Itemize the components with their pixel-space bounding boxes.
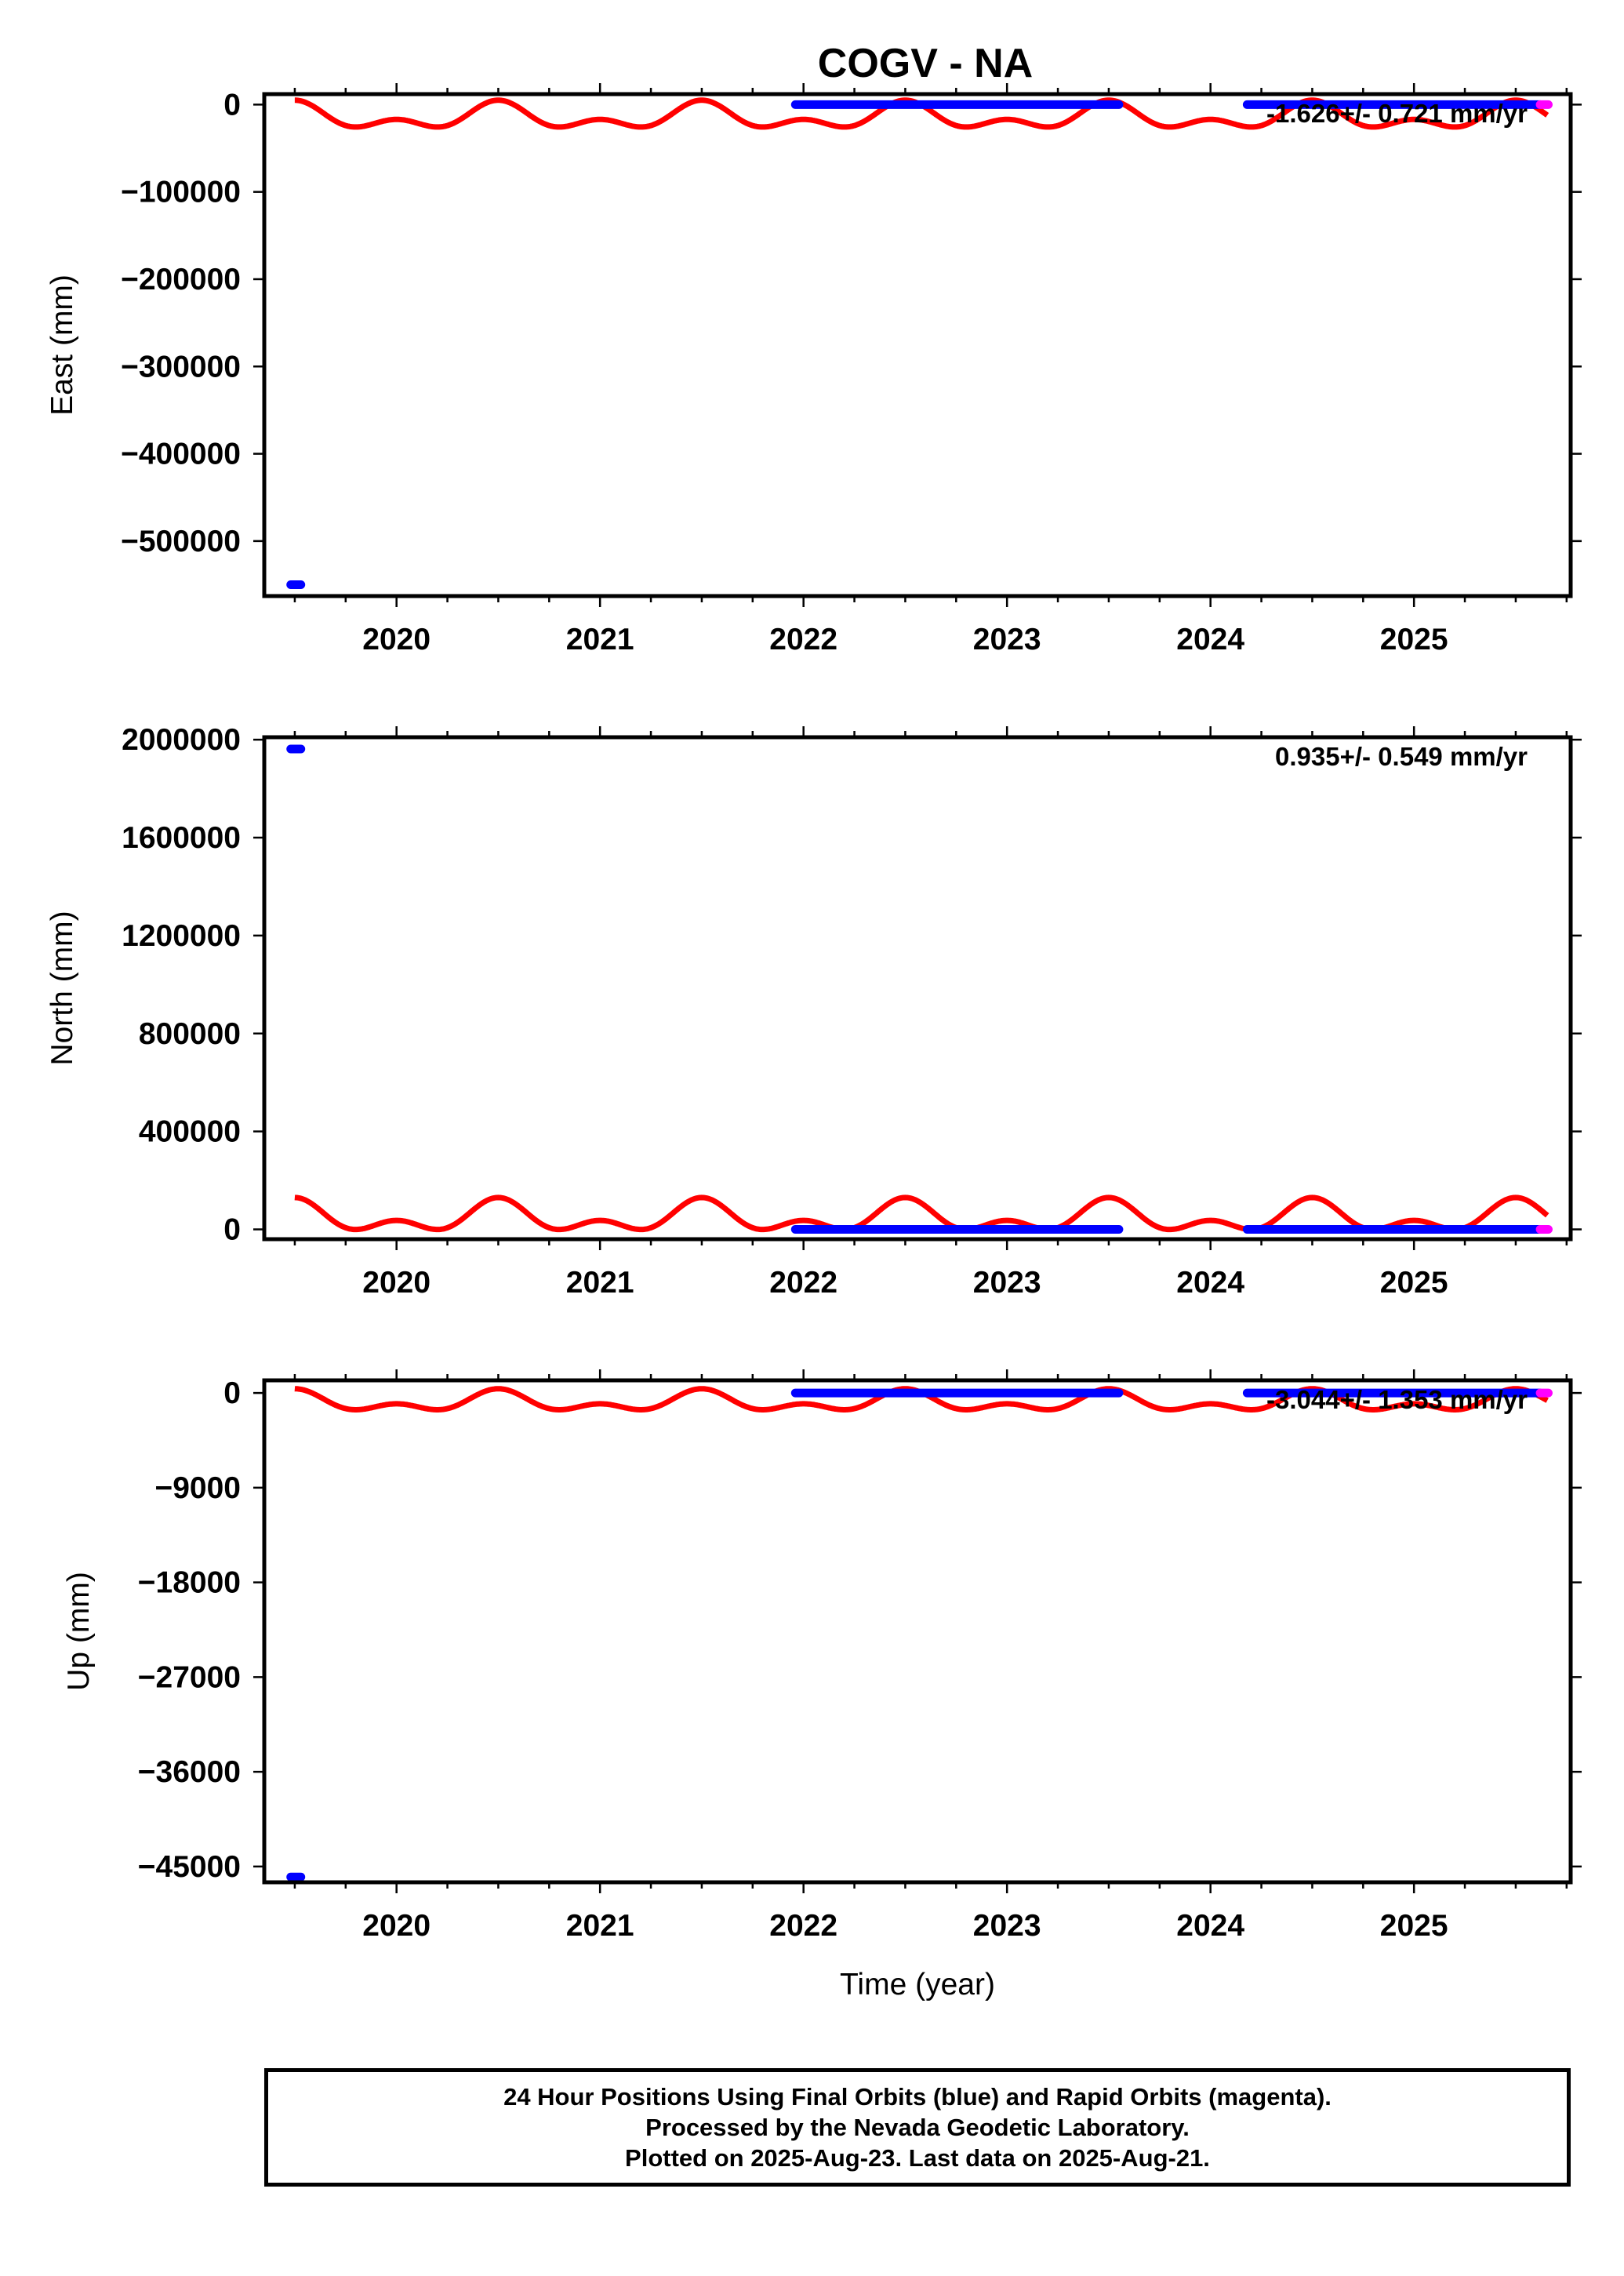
rate-label: -3.044+/- 1.353 mm/yr xyxy=(1266,1385,1528,1414)
x-tick-label: 2021 xyxy=(566,1266,634,1300)
y-tick-label: 2000000 xyxy=(122,723,241,757)
rate-label: -1.626+/- 0.721 mm/yr xyxy=(1266,99,1528,128)
panel-frame xyxy=(262,1378,1573,1885)
x-tick-label: 2020 xyxy=(362,1266,431,1300)
x-tick-label: 2022 xyxy=(769,623,837,656)
x-axis-label: Time (year) xyxy=(840,1968,995,2001)
panel-data xyxy=(286,744,1553,1234)
y-tick-label: −400000 xyxy=(121,438,241,471)
chart-title: COGV - NA xyxy=(818,41,1033,86)
y-tick-label: −300000 xyxy=(121,350,241,384)
panel-1: 2020 2021 2022 2023 2024 2025 0 −100000 −200000 −… xyxy=(45,83,1582,656)
panel-frame xyxy=(262,92,1573,598)
x-tick-label: 2021 xyxy=(566,1909,634,1943)
y-axis-label: East (mm) xyxy=(45,275,79,416)
x-tick-label: 2022 xyxy=(769,1909,837,1943)
x-tick-label: 2020 xyxy=(362,623,431,656)
x-tick-label: 2022 xyxy=(769,1266,837,1300)
x-tick-label: 2024 xyxy=(1176,623,1244,656)
rate-label: 0.935+/- 0.549 mm/yr xyxy=(1275,742,1528,771)
x-tick-label: 2023 xyxy=(973,1266,1041,1300)
x-tick-label: 2025 xyxy=(1380,1266,1448,1300)
y-tick-label: −9000 xyxy=(154,1471,241,1505)
model-curve xyxy=(294,1194,1550,1233)
x-tick-label: 2020 xyxy=(362,1909,431,1943)
y-tick-label: 1600000 xyxy=(122,821,241,855)
panel-data xyxy=(286,97,1553,590)
y-tick-label: 0 xyxy=(223,88,241,122)
y-tick-label: −45000 xyxy=(138,1850,241,1884)
x-tick-label: 2024 xyxy=(1176,1909,1244,1943)
y-tick-label: −500000 xyxy=(121,525,241,558)
y-tick-label: 0 xyxy=(223,1213,241,1247)
y-tick-label: 0 xyxy=(223,1376,241,1410)
y-tick-label: −18000 xyxy=(138,1566,241,1600)
y-tick-label: −27000 xyxy=(138,1660,241,1694)
x-tick-label: 2021 xyxy=(566,623,634,656)
y-tick-label: 1200000 xyxy=(122,919,241,953)
x-tick-label: 2023 xyxy=(973,1909,1041,1943)
footer-line-2: Processed by the Nevada Geodetic Laborat… xyxy=(645,2114,1190,2141)
y-tick-label: −36000 xyxy=(138,1755,241,1789)
footer-box: 24 Hour Positions Using Final Orbits (bl… xyxy=(264,2068,1571,2187)
x-tick-label: 2025 xyxy=(1380,1909,1448,1943)
x-tick-label: 2024 xyxy=(1176,1266,1244,1300)
panel-3: 2020 2021 2022 2023 2024 2025 0 −9000 −18000 −270… xyxy=(62,1369,1582,2001)
y-axis-label: North (mm) xyxy=(45,911,79,1065)
x-tick-label: 2025 xyxy=(1380,623,1448,656)
panel-data xyxy=(286,1386,1553,1882)
panel-2: 2020 2021 2022 2023 2024 2025 2000000 1600000 12… xyxy=(45,723,1582,1300)
panel-frame xyxy=(262,735,1573,1242)
footer-line-1: 24 Hour Positions Using Final Orbits (bl… xyxy=(503,2083,1332,2111)
y-tick-label: −100000 xyxy=(121,176,241,209)
x-tick-label: 2023 xyxy=(973,623,1041,656)
y-tick-label: −200000 xyxy=(121,263,241,296)
y-axis-label: Up (mm) xyxy=(62,1572,96,1691)
y-tick-label: 800000 xyxy=(139,1017,241,1051)
footer-line-3: Plotted on 2025-Aug-23. Last data on 202… xyxy=(625,2144,1210,2172)
y-tick-label: 400000 xyxy=(139,1115,241,1149)
